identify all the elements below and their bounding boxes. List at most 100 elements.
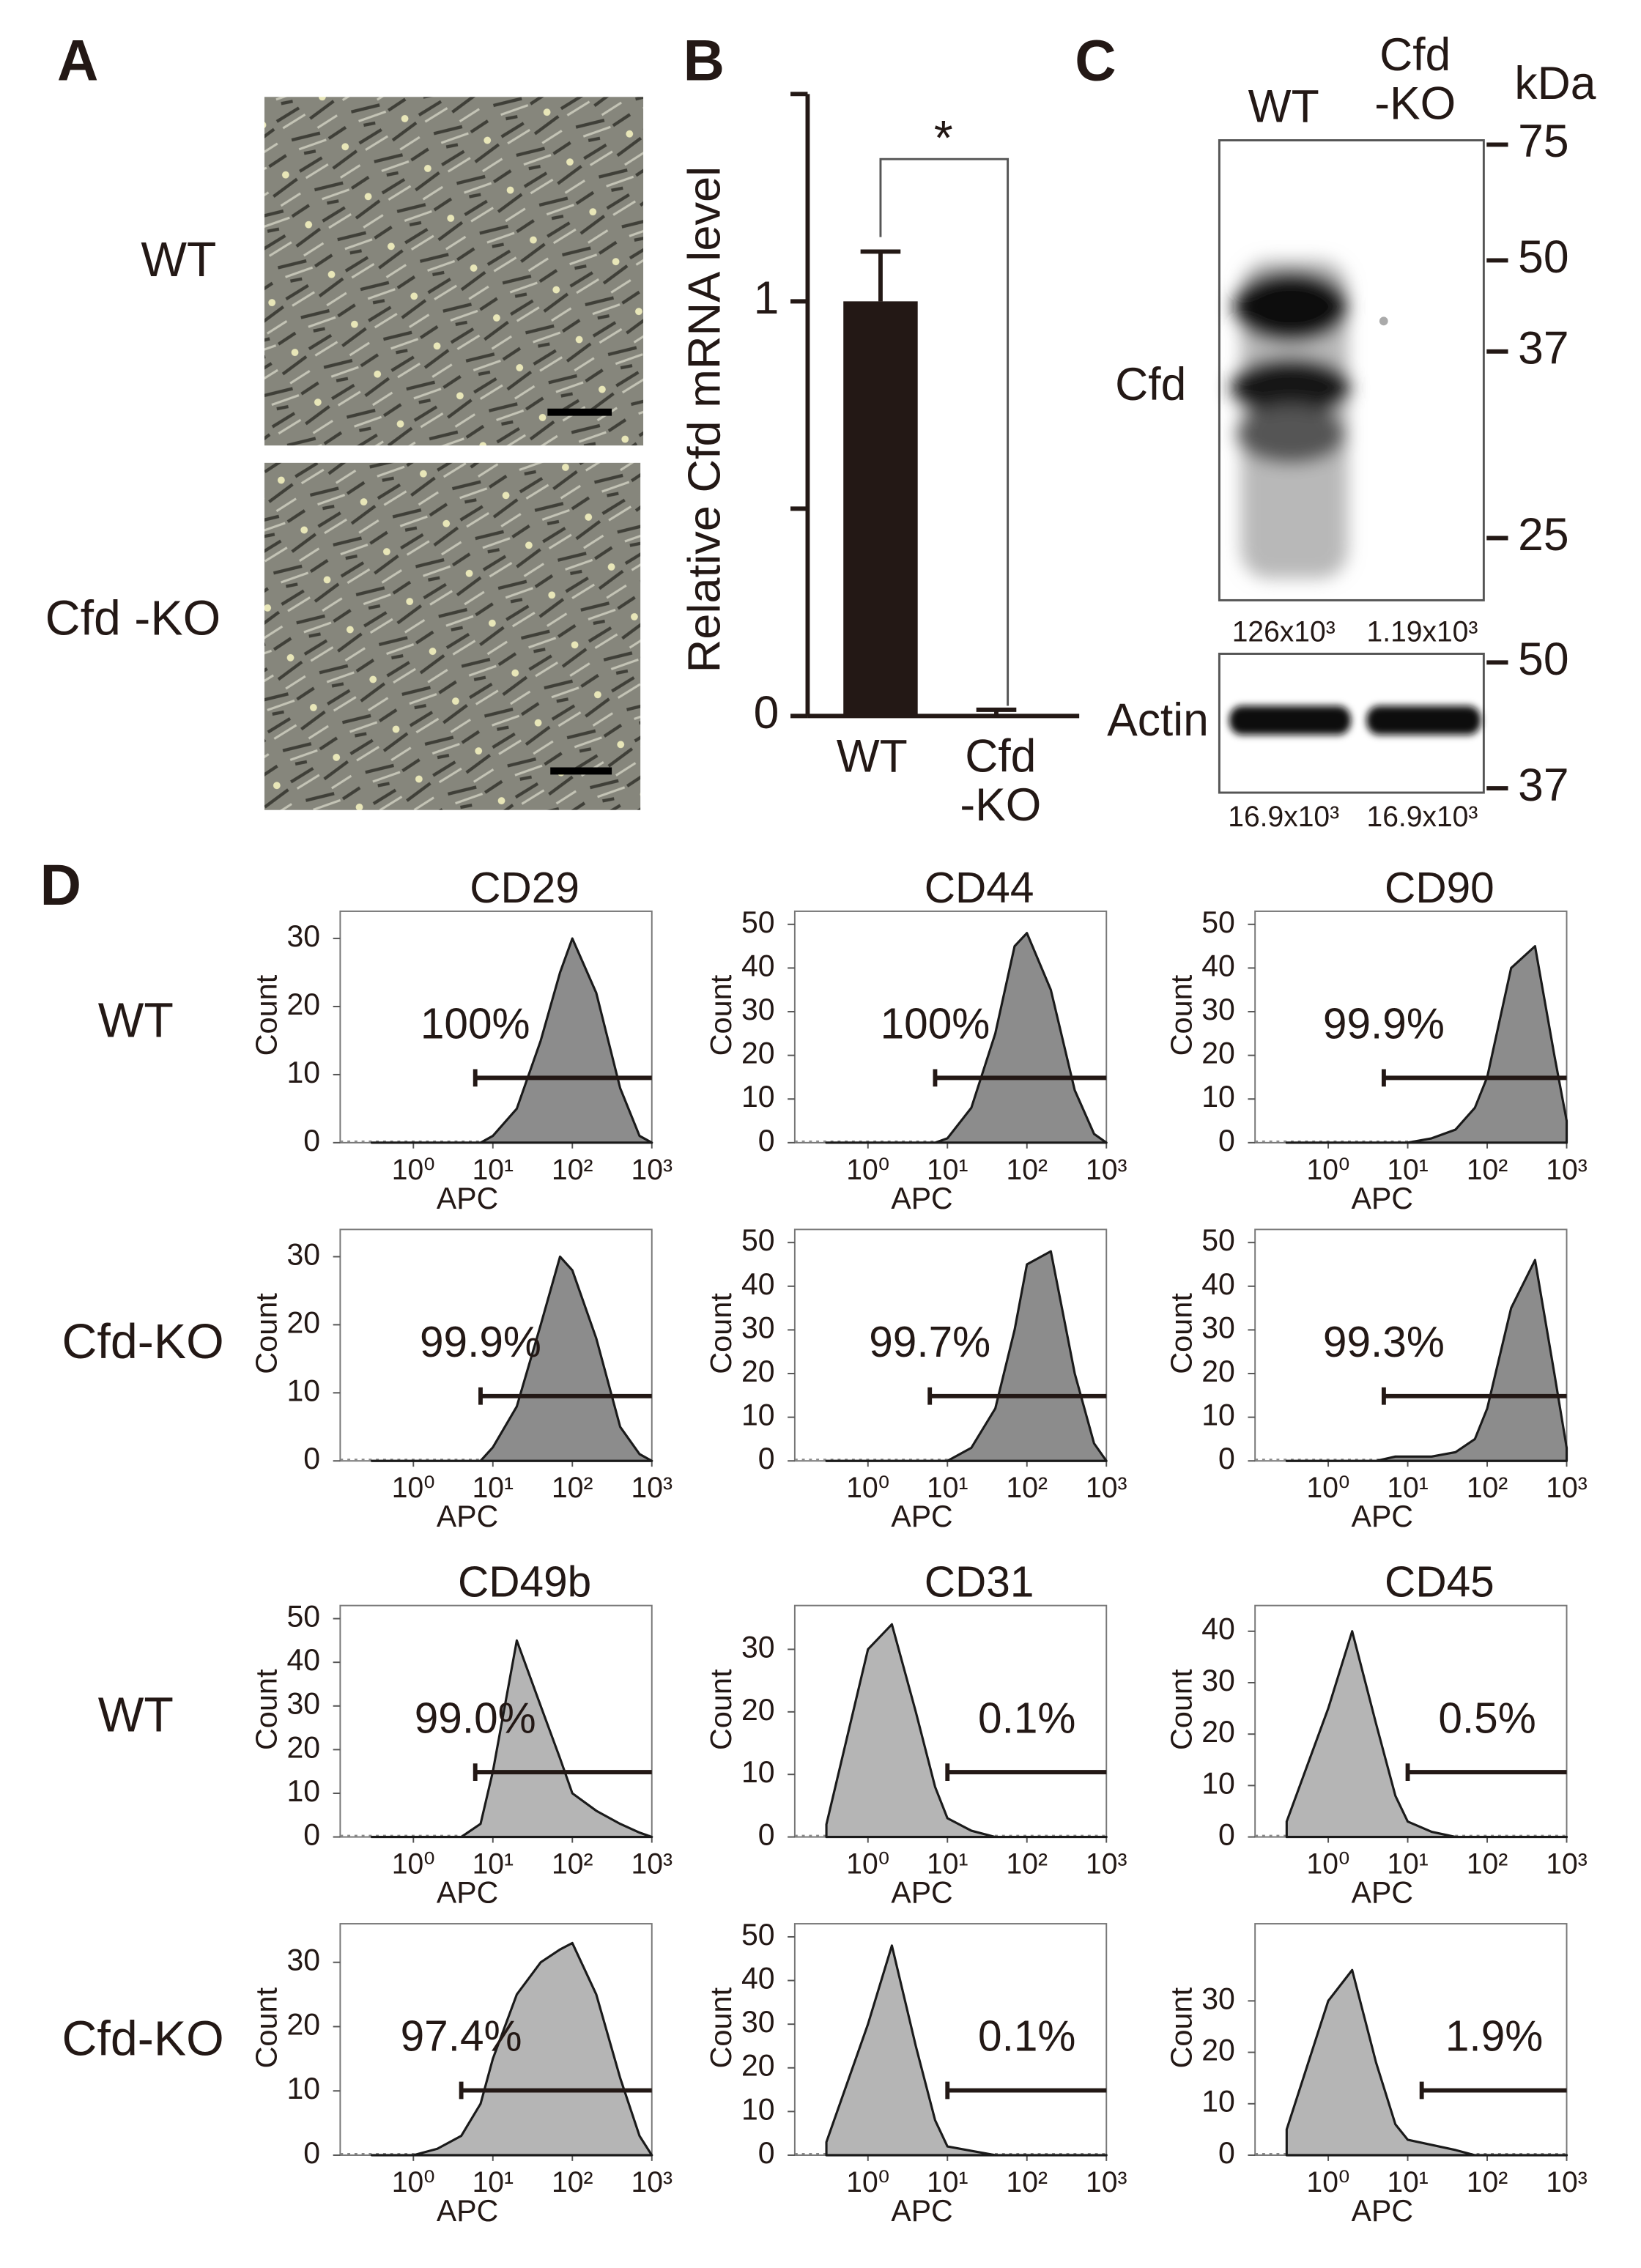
histogram (1285, 1968, 1568, 2157)
x-tick-label: 10² (1467, 1154, 1508, 1186)
blot-bands (1229, 705, 1481, 735)
blot-label: Actin (1107, 694, 1209, 746)
x-tick-label: 10³ (1086, 1154, 1127, 1186)
text-line: -KO (1374, 78, 1456, 129)
panel-label: B (684, 28, 725, 93)
x-axis-label: APC (1352, 1875, 1413, 1909)
row-label: WT (98, 993, 174, 1048)
y-tick-label: 0 (758, 1442, 775, 1475)
y-tick-label: 30 (1201, 1982, 1235, 2015)
x-axis-label: APC (891, 1875, 952, 1909)
lane-label: WT (1248, 81, 1319, 132)
y-tick-label: 20 (286, 2007, 320, 2041)
significance-bracket (879, 158, 1010, 706)
y-axis-label: Relative Cfd mRNA level (679, 166, 730, 673)
marker-label: 50 (1518, 634, 1568, 685)
gate (1381, 1069, 1567, 1087)
y-tick-label: 0 (1218, 1442, 1235, 1475)
y-tick-label: 30 (286, 1943, 320, 1976)
row-label: Cfd-KO (62, 1315, 224, 1369)
x-axis-label: APC (1352, 1182, 1413, 1215)
blot-label: Cfd (1115, 359, 1186, 410)
x-tick-label: 10⁰ (1307, 1848, 1350, 1880)
y-tick-label: 30 (286, 919, 320, 953)
marker-label: 37 (1518, 759, 1568, 810)
y-tick-label: 30 (286, 1687, 320, 1721)
quantity: 16.9x10³ (1367, 801, 1478, 833)
y-axis-label: Count (704, 1293, 738, 1374)
y-tick-label: 50 (1201, 1223, 1235, 1257)
y-tick-label: 20 (1201, 1036, 1235, 1070)
gate (473, 1763, 652, 1781)
x-tick-label: Cfd -KO (960, 730, 1041, 831)
gate-label: 0.1% (978, 2012, 1075, 2060)
x-axis-label: APC (891, 2194, 952, 2228)
x-tick-label: 10⁰ (392, 1154, 435, 1186)
y-tick-label: 50 (1201, 905, 1235, 939)
x-tick-label: 10² (552, 1848, 593, 1880)
y-tick-label: 30 (741, 1311, 775, 1344)
marker-label: 37 (1518, 322, 1568, 374)
y-tick-label: 50 (741, 1223, 775, 1257)
x-tick-label: 10⁰ (846, 2166, 889, 2198)
y-tick-label: 0 (754, 687, 779, 738)
quantity: 16.9x10³ (1228, 801, 1339, 833)
y-tick-label: 0 (758, 1817, 775, 1851)
x-tick-label: 10³ (1546, 2166, 1587, 2198)
histogram (1285, 1259, 1568, 1462)
y-tick-label: 20 (286, 987, 320, 1021)
x-axis-label: APC (437, 2194, 498, 2228)
bar (843, 301, 918, 716)
y-tick-label: 10 (1201, 1766, 1235, 1800)
histogram (825, 1623, 1108, 1839)
gate (945, 1763, 1107, 1781)
x-tick-label: 10³ (1546, 1472, 1587, 1504)
panel-label: C (1075, 28, 1116, 93)
x-tick-label: 10⁰ (1307, 2166, 1350, 2198)
x-tick-label: 10³ (1086, 2166, 1127, 2198)
row-label: WT (98, 1688, 174, 1742)
x-tick-label: 10² (1467, 2166, 1508, 2198)
x-tick-label: 10³ (631, 2166, 673, 2198)
x-tick-label: 10² (1007, 2166, 1048, 2198)
x-tick-label: 10² (1007, 1472, 1048, 1504)
gate-label: 100% (881, 1000, 990, 1048)
micrograph (264, 97, 644, 446)
histogram (371, 1255, 653, 1462)
row-label: Cfd-KO (62, 2012, 224, 2066)
gate-label: 97.4% (401, 2012, 522, 2060)
y-tick-label: 10 (741, 1755, 775, 1789)
x-tick-label: 10⁰ (1307, 1472, 1350, 1504)
x-tick-label: 10¹ (1387, 1154, 1428, 1186)
y-tick-label: 20 (741, 1036, 775, 1070)
y-tick-label: 0 (758, 1124, 775, 1157)
x-axis-label: APC (1352, 2194, 1413, 2228)
marker-label: 75 (1518, 116, 1568, 167)
y-tick-label: 30 (286, 1237, 320, 1271)
x-tick-label: 10⁰ (846, 1472, 889, 1504)
plot-title: CD49b (458, 1558, 591, 1606)
histogram (825, 1250, 1108, 1462)
y-tick-label: 10 (741, 1080, 775, 1113)
panel-label: D (40, 853, 81, 918)
y-tick-label: 0 (303, 1442, 320, 1475)
y-tick-label: 10 (286, 1774, 320, 1808)
gate (945, 2081, 1107, 2100)
y-tick-label: 40 (1201, 949, 1235, 982)
gate (933, 1069, 1107, 1087)
y-tick-label: 10 (286, 1056, 320, 1089)
histogram (825, 1944, 1108, 2157)
gate-label: 100% (421, 1000, 530, 1048)
x-axis-label: APC (891, 1500, 952, 1533)
histogram (371, 937, 653, 1144)
x-tick-label: 10² (552, 1472, 593, 1504)
x-tick-label: 10¹ (473, 1472, 514, 1504)
x-axis-label: APC (1352, 1500, 1413, 1533)
y-tick-label: 30 (741, 993, 775, 1026)
y-tick-label: 0 (1218, 1124, 1235, 1157)
significance: * (934, 111, 953, 166)
y-tick-label: 20 (741, 1693, 775, 1727)
y-tick-label: 50 (741, 1918, 775, 1952)
x-tick-label: 10⁰ (392, 1848, 435, 1880)
